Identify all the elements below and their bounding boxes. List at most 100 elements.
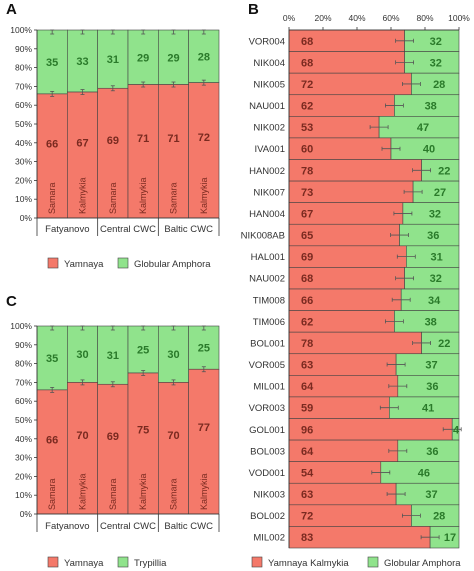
error-bar-boundary (388, 448, 408, 453)
error-bar-top (110, 325, 115, 331)
x-tick-label: 80% (416, 13, 433, 23)
data-label-green: 36 (427, 230, 439, 242)
row-label: VOR003 (249, 403, 285, 414)
data-label-red: 60 (301, 144, 313, 156)
data-label-red: 66 (46, 435, 58, 447)
group-label: Central CWC (100, 224, 156, 235)
data-label-red: 78 (301, 338, 313, 350)
y-tick-label: 20% (15, 471, 32, 481)
bar-trypillia (127, 325, 159, 374)
y-tick-label: 40% (15, 138, 32, 148)
data-label-green: 30 (167, 349, 179, 361)
data-label-red: 72 (198, 132, 210, 144)
bar-yamnaya (158, 84, 189, 219)
y-tick-label: 90% (15, 44, 32, 54)
y-tick-label: 40% (15, 434, 32, 444)
row-label: NIK005 (253, 79, 285, 90)
category-label: Kalmykia (199, 177, 209, 214)
bar-globular-amphora (127, 29, 159, 85)
data-label-red: 78 (301, 165, 313, 177)
data-label-green: 46 (418, 467, 430, 479)
error-bar-top (110, 29, 115, 35)
x-tick-label: 0% (283, 13, 296, 23)
error-bar-top (80, 325, 85, 331)
y-tick-label: 30% (15, 453, 32, 463)
data-label-green: 40 (423, 144, 435, 156)
data-label-red: 73 (301, 187, 313, 199)
legend-swatch-red (251, 556, 263, 568)
category-label: Samara (108, 182, 118, 214)
bar-yamnaya (127, 84, 159, 219)
error-bar-boundary (141, 81, 146, 88)
row-label: NAU001 (249, 101, 285, 112)
panel-letter-B: B (248, 1, 259, 18)
data-label-green: 35 (46, 353, 58, 365)
row-label: VOR005 (249, 360, 285, 371)
category-label: Kalmykia (78, 177, 88, 214)
data-label-green: 38 (425, 101, 437, 113)
data-label-red: 67 (76, 137, 88, 149)
error-bar-boundary (391, 297, 411, 302)
row-label: BOL002 (250, 511, 285, 522)
y-tick-label: 80% (15, 359, 32, 369)
group-label: Fatyanovo (45, 224, 89, 235)
error-bar-boundary (371, 470, 391, 475)
error-bar-boundary (171, 81, 176, 88)
y-tick-label: 100% (10, 25, 32, 35)
legend-swatch-green (117, 556, 129, 568)
data-label-red: 69 (107, 135, 119, 147)
error-bar-boundary (386, 492, 406, 497)
error-bar-top (50, 325, 55, 331)
y-tick-label: 60% (15, 100, 32, 110)
row-label: HAN004 (249, 209, 285, 220)
bar-yamnaya (97, 87, 129, 219)
data-label-green: 32 (430, 57, 442, 69)
error-bar-boundary (420, 535, 440, 540)
data-label-red: 64 (301, 446, 314, 458)
error-bar-boundary (403, 189, 423, 194)
data-label-red: 77 (198, 422, 210, 434)
error-bar-boundary (369, 125, 389, 130)
row-label: NIK004 (253, 58, 285, 69)
data-label-red: 59 (301, 403, 313, 415)
bar-yamnaya-kalmykia (288, 418, 453, 441)
bar-yamnaya (158, 382, 189, 515)
data-label-green: 25 (137, 345, 149, 357)
category-label: Samara (47, 478, 57, 510)
bar-globular-amphora (188, 29, 220, 83)
data-label-red: 53 (301, 122, 313, 134)
data-label-red: 63 (301, 489, 313, 501)
bar-yamnaya (36, 93, 68, 219)
row-label: NAU002 (249, 274, 285, 285)
legend-label: Globular Amphora (384, 558, 461, 569)
data-label-green: 34 (428, 295, 441, 307)
row-label: MIL001 (253, 382, 285, 393)
data-label-red: 72 (301, 511, 313, 523)
category-label: Samara (169, 478, 179, 510)
bar-globular-amphora (97, 29, 129, 89)
error-bar-boundary (395, 60, 415, 65)
data-label-green: 35 (46, 57, 58, 69)
x-tick-label: 40% (348, 13, 365, 23)
category-label: Samara (108, 478, 118, 510)
row-label: MIL002 (253, 533, 285, 544)
error-bar-boundary (171, 379, 176, 386)
error-bar-boundary (412, 340, 432, 345)
error-bar-boundary (401, 513, 421, 518)
data-label-red: 68 (301, 57, 313, 69)
data-label-green: 32 (430, 36, 442, 48)
error-bar-top (141, 325, 146, 331)
row-label: VOR004 (249, 36, 285, 47)
legend-swatch-red (47, 556, 59, 568)
error-bar-boundary (141, 370, 146, 376)
data-label-red: 69 (301, 252, 313, 264)
error-bar-boundary (381, 146, 401, 151)
group-label: Central CWC (100, 521, 156, 532)
data-label-red: 63 (301, 360, 313, 372)
error-bar-boundary (396, 254, 416, 259)
data-label-green: 22 (438, 338, 450, 350)
data-label-green: 41 (422, 403, 434, 415)
data-label-red: 68 (301, 273, 313, 285)
data-label-red: 69 (107, 431, 119, 443)
